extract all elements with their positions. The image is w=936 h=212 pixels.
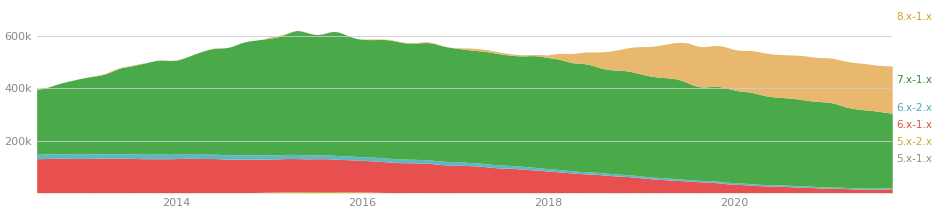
Text: 6.x-2.x: 6.x-2.x [897,103,932,113]
Text: 5.x-2.x: 5.x-2.x [897,137,932,147]
Text: 8.x-1.x: 8.x-1.x [897,12,932,22]
Text: 7.x-1.x: 7.x-1.x [897,75,932,85]
Text: 5.x-1.x: 5.x-1.x [897,154,932,164]
Text: 6.x-1.x: 6.x-1.x [897,120,932,130]
